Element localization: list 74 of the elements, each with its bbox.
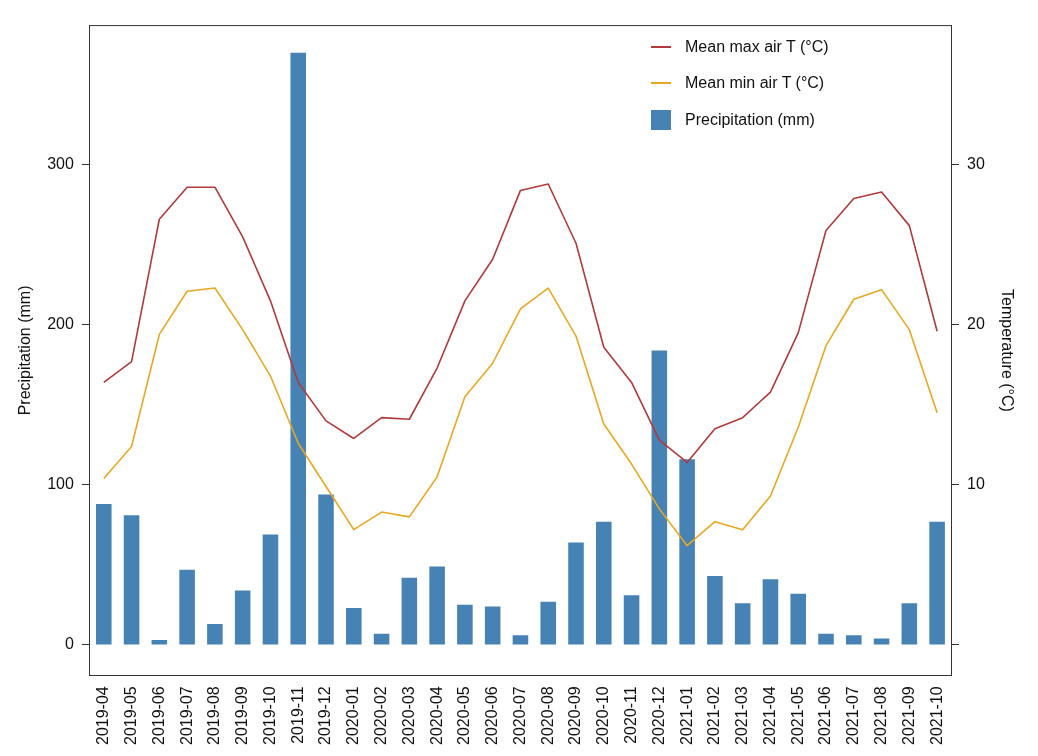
bar: [901, 603, 918, 645]
bar: [151, 640, 168, 645]
x-tick-label: 2021-01: [677, 686, 695, 745]
y2-tick-label: 20: [967, 315, 985, 333]
y-tick-label: 100: [47, 475, 74, 493]
y2-tick-label: 30: [967, 155, 985, 173]
bar: [846, 635, 862, 645]
x-tick-label: 2020-11: [621, 686, 639, 744]
bar: [457, 604, 473, 645]
x-tick-label: 2020-05: [455, 686, 473, 745]
bar: [401, 577, 418, 645]
bar: [318, 494, 334, 645]
x-tick-label: 2020-06: [483, 686, 501, 745]
x-tick-label: 2020-02: [371, 686, 389, 745]
bar: [179, 569, 195, 645]
bar: [429, 566, 445, 645]
bar: [707, 576, 723, 645]
x-tick-label: 2019-08: [205, 686, 223, 745]
bar: [818, 633, 834, 645]
bar: [596, 521, 612, 645]
x-tick-label: 2021-06: [816, 686, 834, 745]
x-tick-label: 2021-08: [871, 686, 889, 745]
bar: [762, 579, 779, 645]
x-tick-label: 2019-06: [149, 686, 167, 745]
bar: [207, 624, 223, 645]
legend-label: Mean min air T (°C): [685, 73, 825, 92]
bar: [290, 52, 307, 645]
y-tick-label: 200: [47, 315, 74, 333]
x-tick-label: 2019-09: [233, 686, 251, 745]
bar: [568, 542, 584, 645]
x-tick-label: 2021-04: [760, 686, 778, 745]
x-tick-label: 2019-07: [177, 686, 195, 745]
x-tick-label: 2021-05: [788, 686, 806, 745]
y2-axis-title: Temperature (°C): [998, 289, 1016, 412]
bar: [873, 638, 890, 645]
y2-tick-label: 10: [967, 475, 985, 493]
legend-label: Mean max air T (°C): [685, 37, 829, 56]
x-tick-label: 2020-10: [594, 686, 612, 745]
bar: [234, 590, 251, 645]
y-tick-label: 0: [64, 635, 74, 653]
x-tick-label: 2021-07: [844, 686, 862, 745]
bar: [512, 635, 529, 645]
y-tick-label: 300: [47, 155, 74, 173]
bar: [484, 606, 501, 645]
x-tick-label: 2021-03: [733, 686, 751, 745]
bar: [373, 633, 390, 645]
x-tick-label: 2020-01: [344, 686, 362, 745]
bar: [623, 595, 640, 645]
x-tick-label: 2020-07: [510, 686, 528, 745]
bar: [651, 350, 668, 645]
x-tick-label: 2020-03: [399, 686, 417, 745]
x-tick-label: 2019-12: [316, 686, 334, 745]
x-tick-label: 2020-09: [566, 686, 584, 745]
y-axis-title: Precipitation (mm): [16, 285, 34, 416]
x-tick-label: 2021-02: [705, 686, 723, 745]
x-tick-label: 2020-12: [649, 686, 667, 745]
x-tick-label: 2021-09: [899, 686, 917, 745]
x-tick-label: 2020-08: [538, 686, 556, 745]
bar: [734, 603, 751, 645]
x-tick-label: 2019-05: [121, 686, 139, 745]
legend-label: Precipitation (mm): [685, 110, 815, 129]
bar: [929, 521, 945, 645]
bar: [96, 504, 112, 645]
bar: [346, 608, 362, 645]
x-tick-label: 2019-04: [94, 686, 112, 745]
bar: [262, 534, 279, 645]
x-tick-label: 2019-10: [260, 686, 278, 745]
bar: [123, 515, 140, 645]
x-tick-label: 2020-04: [427, 686, 445, 745]
bar: [790, 593, 806, 645]
x-tick-label: 2021-10: [927, 686, 945, 745]
bar: [540, 601, 557, 645]
bar: [679, 459, 695, 645]
x-tick-label: 2019-11: [288, 686, 306, 744]
